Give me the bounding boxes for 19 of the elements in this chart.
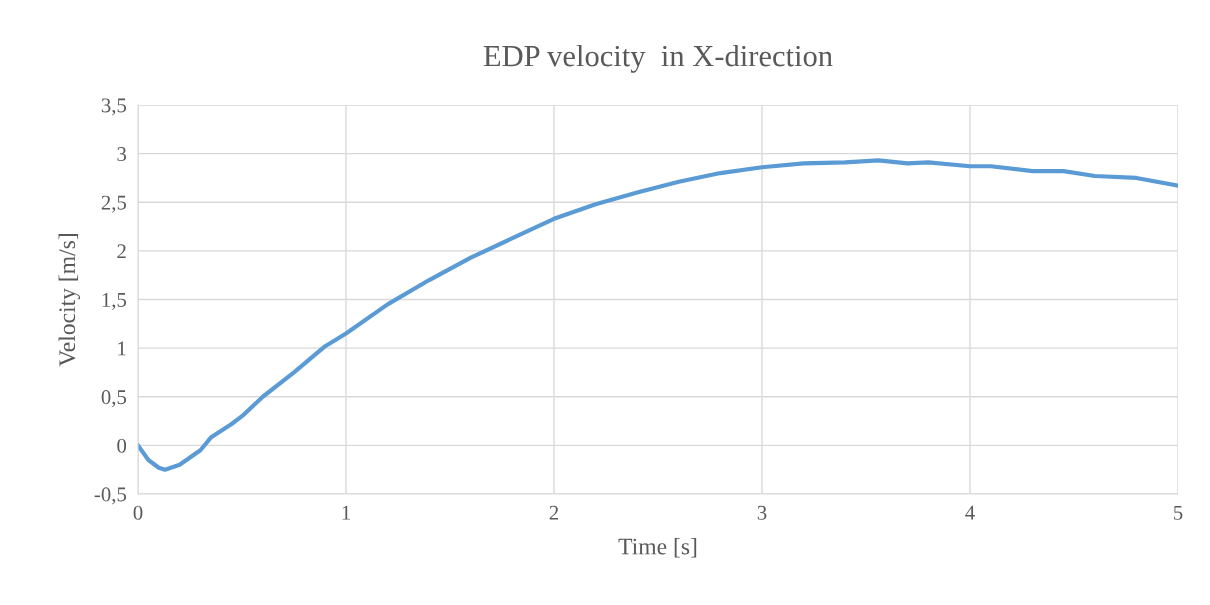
y-tick-label: 0	[117, 438, 127, 453]
line-series	[138, 158, 1178, 472]
x-tick-label: 1	[342, 505, 350, 520]
x-tick-label: 2	[549, 505, 559, 520]
y-tick-label: 0,5	[101, 390, 127, 408]
y-tick-label: 2,5	[101, 195, 127, 213]
y-tick-label: 3	[117, 147, 127, 162]
y-tick-label: 1	[118, 341, 126, 356]
x-tick-label: 3	[757, 505, 767, 520]
y-tick-label: 1,5	[102, 292, 127, 310]
x-tick-label: 5	[1174, 505, 1183, 520]
y-tick-label: 3,5	[101, 98, 127, 116]
x-tick-label: 4	[965, 505, 975, 520]
y-tick-label: 2	[117, 244, 126, 259]
x-tick-label: 0	[133, 505, 143, 520]
y-tick-label: -0,5	[94, 487, 127, 505]
y-axis-title: Velocity [m/s]	[58, 234, 81, 367]
x-axis-title: Time [s]	[618, 537, 697, 558]
chart-title: EDP velocity in X-direction	[483, 44, 833, 73]
